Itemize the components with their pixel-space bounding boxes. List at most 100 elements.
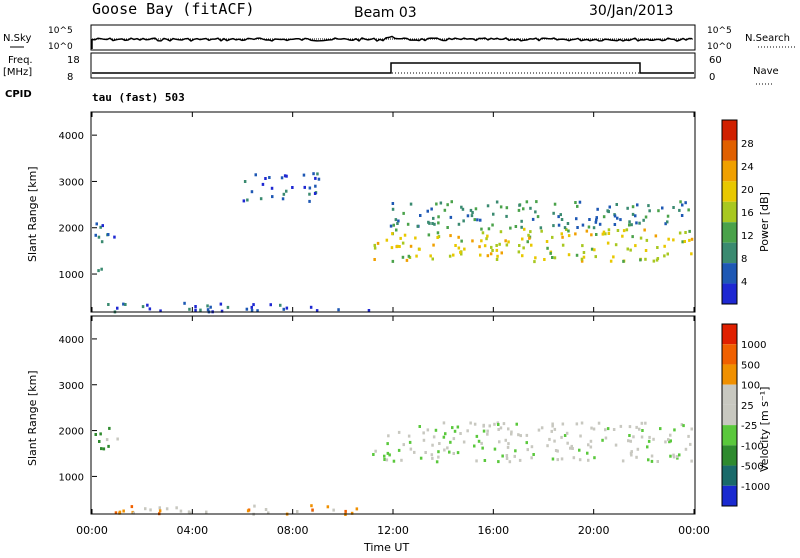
range-gate-cell (246, 509, 250, 513)
range-gate-cell (391, 207, 395, 211)
range-gate-cell (606, 427, 610, 431)
range-gate-cell (495, 258, 499, 261)
range-gate-cell (638, 427, 641, 431)
range-gate-cell (436, 236, 439, 239)
range-gate-cell (496, 421, 500, 425)
range-gate-cell (626, 206, 629, 210)
range-gate-cell (596, 207, 599, 211)
range-gate-cell (688, 238, 691, 242)
range-gate-cell (493, 447, 497, 451)
range-gate-cell (373, 258, 376, 261)
range-gate-cell (525, 200, 529, 204)
range-gate-cell (267, 511, 270, 515)
range-gate-cell (545, 240, 549, 243)
colorbar-tick-label: -100 (741, 441, 764, 452)
colorbar-tick-label: 1000 (741, 340, 766, 351)
range-gate-cell (250, 308, 254, 312)
range-gate-cell (574, 201, 577, 204)
range-gate-cell (158, 506, 161, 510)
range-gate-cell (540, 229, 543, 233)
range-gate-cell (626, 247, 629, 251)
range-gate-cell (457, 235, 460, 239)
range-gate-cell (572, 456, 576, 460)
colorbar-segment (722, 485, 737, 506)
range-gate-cell (449, 440, 452, 444)
range-gate-cell (669, 433, 672, 437)
range-gate-cell (514, 449, 517, 453)
power-panel: Slant Range [km] 1000 2000 3000 4000 4 8 12 16… (26, 111, 771, 314)
range-gate-cell (551, 256, 554, 259)
range-gate-cell (107, 444, 110, 448)
range-gate-cell (485, 237, 488, 241)
range-gate-cell (303, 185, 306, 189)
range-gate-cell (667, 237, 670, 241)
range-gate-cell (220, 309, 224, 313)
range-gate-cell (367, 309, 371, 312)
range-gate-cell (495, 244, 498, 247)
range-gate-cell (505, 214, 508, 218)
range-gate-cell (669, 454, 672, 458)
range-gate-cell (498, 440, 501, 444)
colorbar-tick-label: -25 (741, 421, 757, 432)
range-gate-cell (413, 450, 416, 454)
range-gate-cell (432, 243, 435, 247)
range-gate-cell (504, 438, 507, 442)
range-gate-cell (647, 204, 650, 208)
range-gate-cell (482, 424, 485, 428)
range-gate-cell (480, 227, 483, 231)
range-gate-cell (391, 232, 394, 236)
range-gate-cell (355, 507, 359, 511)
range-gate-cell (250, 190, 254, 194)
colorbar-segment (722, 404, 737, 426)
range-gate-cell (595, 216, 598, 220)
range-gate-cell (435, 202, 438, 206)
range-gate-cell (97, 235, 101, 239)
range-gate-cell (513, 454, 516, 458)
range-gate-cell (399, 236, 402, 240)
range-gate-cell (567, 234, 571, 238)
range-gate-cell (581, 223, 585, 227)
range-gate-cell (311, 508, 314, 512)
y-tick-label: 1000 (59, 270, 84, 281)
range-gate-cell (531, 217, 535, 221)
range-gate-cell (661, 206, 664, 210)
range-gate-cell (488, 424, 491, 428)
colorbar-tick-label: 28 (741, 139, 754, 150)
range-gate-cell (622, 259, 625, 263)
range-gate-cell (590, 247, 594, 251)
range-gate-cell (657, 209, 660, 213)
range-gate-cell (94, 233, 97, 237)
range-gate-cell (437, 450, 440, 454)
range-gate-cell (100, 240, 104, 244)
range-gate-cell (551, 422, 554, 426)
range-gate-cell (432, 435, 436, 439)
range-gate-cell (391, 259, 395, 263)
range-gate-cell (372, 453, 375, 456)
colorbar-segment (722, 364, 737, 385)
range-gate-cell (415, 254, 418, 258)
range-gate-cell (486, 204, 490, 208)
range-gate-cell (553, 439, 556, 443)
range-gate-cell (264, 177, 267, 180)
range-gate-cell (550, 429, 553, 433)
range-gate-cell (107, 233, 110, 236)
range-gate-cell (442, 435, 446, 439)
range-gate-cell (515, 422, 518, 426)
range-gate-cell (424, 451, 427, 454)
colorbar-segment (722, 120, 737, 141)
range-gate-cell (101, 224, 104, 228)
velocity-heatmap (94, 421, 693, 516)
range-gate-cell (261, 182, 265, 186)
colorbar-segment (722, 160, 737, 182)
colorbar-segment (722, 384, 737, 405)
range-gate-cell (619, 218, 622, 222)
range-gate-cell (102, 447, 106, 451)
range-gate-cell (429, 254, 432, 258)
range-gate-cell (419, 456, 423, 460)
range-gate-cell (387, 434, 390, 438)
range-gate-cell (647, 458, 650, 462)
range-gate-cell (607, 232, 611, 235)
range-gate-cell (507, 427, 510, 431)
